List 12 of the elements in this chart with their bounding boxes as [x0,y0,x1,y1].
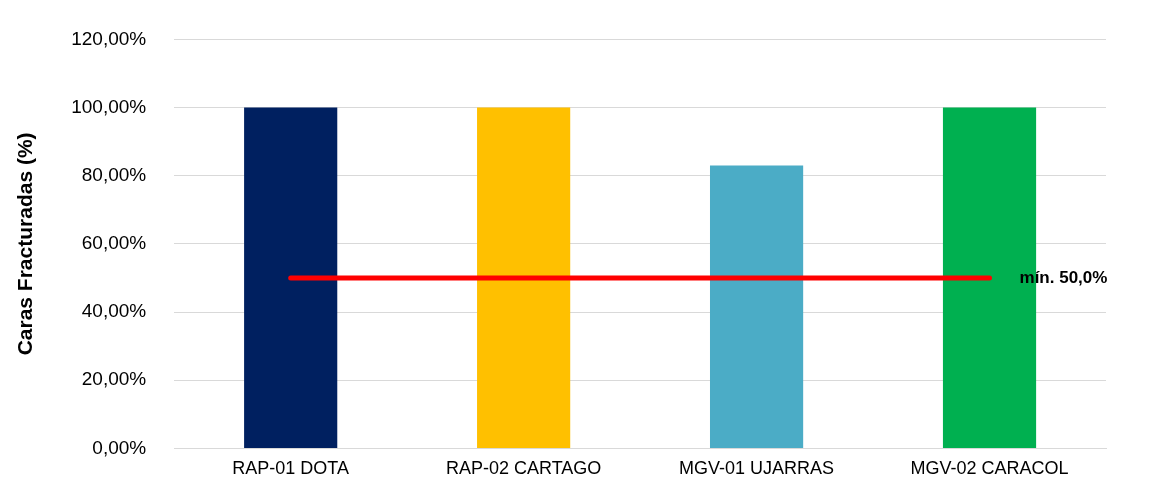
y-tick-label: 20,00% [81,368,147,390]
x-tick-label: MGV-01 UJARRAS [679,458,835,479]
x-tick-label: RAP-01 DOTA [232,458,350,479]
y-tick-label: 60,00% [81,232,147,254]
y-tick-label: 80,00% [81,163,147,185]
x-tick-label: MGV-02 CARACOL [910,458,1069,479]
y-axis-title: Caras Fracturadas (%) [13,132,37,356]
y-tick-label: 40,00% [81,300,147,322]
x-tick-label: RAP-02 CARTAGO [445,458,602,479]
y-tick-label: 120,00% [71,27,147,49]
y-tick-label: 100,00% [71,95,147,117]
y-tick-label: 0,00% [92,436,147,458]
